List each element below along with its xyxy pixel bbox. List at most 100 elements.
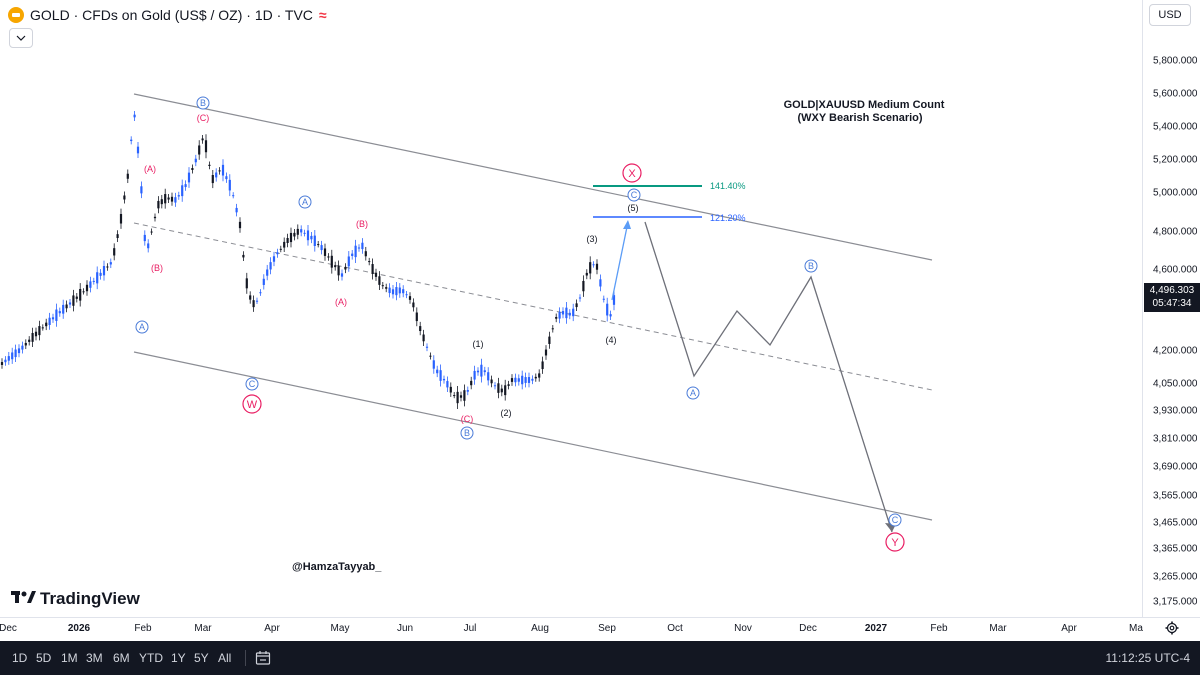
candle-body [72, 295, 75, 306]
wave-label-W: W [247, 399, 258, 411]
candle-body [429, 355, 432, 357]
price-tick: 5,000.000 [1153, 187, 1198, 199]
candle-body [82, 291, 85, 293]
candle-body [320, 245, 323, 251]
candle-body [602, 298, 605, 300]
wave-label-Y-circle[interactable] [885, 532, 905, 552]
period-button-1y[interactable]: 1Y [171, 651, 186, 665]
wave-label-Y: Y [891, 537, 899, 549]
settings-gear-icon[interactable] [1164, 621, 1180, 637]
candle-body [211, 175, 214, 184]
current-price-label[interactable]: 4,496.303 05:47:34 [1144, 283, 1200, 312]
wave-label-A3-circle[interactable] [686, 386, 700, 400]
period-button-1m[interactable]: 1M [61, 651, 78, 665]
candle-body [191, 168, 194, 170]
wave-label-5: (5) [628, 203, 639, 213]
period-button-1d[interactable]: 1D [12, 651, 28, 665]
candle-body [595, 263, 599, 270]
symbol-title[interactable]: GOLD · CFDs on Gold (US$ / OZ) · 1D · TV… [30, 7, 313, 23]
wave-label-B-circle[interactable] [196, 96, 210, 110]
period-button-5y[interactable]: 5Y [194, 651, 209, 665]
candle-body [361, 242, 364, 250]
candle-body [75, 296, 78, 299]
candle-body [395, 287, 398, 296]
candle-body [415, 312, 418, 322]
collapse-legend-button[interactable] [9, 28, 33, 48]
candle-body [371, 264, 374, 275]
candle-body [300, 229, 303, 233]
candle-body [259, 292, 262, 294]
wave-indicator-icon[interactable]: ≈ [318, 7, 327, 23]
symbol-header[interactable]: GOLD · CFDs on Gold (US$ / OZ) · 1D · TV… [8, 6, 327, 24]
candle-body [79, 288, 82, 301]
calendar-range-icon[interactable] [255, 650, 271, 666]
chart-canvas[interactable]: 141.40% 121.20% A B C (A) (B) (C) A (B) … [0, 0, 1142, 617]
wave-label-C-circle[interactable] [245, 377, 259, 391]
wave-label-A-circle[interactable] [135, 320, 149, 334]
candle-body [507, 384, 510, 386]
wave-label-B: B [200, 98, 206, 108]
candle-body [606, 303, 609, 316]
wave-label-W-circle[interactable] [242, 394, 262, 414]
candle-body [48, 317, 51, 325]
projection-path[interactable] [644, 221, 893, 533]
wave-label-A: A [139, 322, 145, 332]
candle-body [378, 276, 381, 285]
wave-label-A2-circle[interactable] [298, 195, 312, 209]
period-button-3m[interactable]: 3M [86, 651, 103, 665]
candle-body [14, 349, 17, 358]
channel-lower-line[interactable] [133, 351, 933, 521]
wave-label-A2: A [302, 197, 308, 207]
candle-body [327, 256, 330, 258]
candle-body [442, 378, 446, 381]
period-button-5d[interactable]: 5D [36, 651, 52, 665]
candle-body [194, 158, 197, 163]
candle-body [466, 389, 469, 392]
annotation-title[interactable]: GOLD|XAUUSD Medium Count [784, 99, 945, 111]
fib-141-label: 141.40% [710, 181, 746, 191]
channel-upper-line[interactable] [133, 93, 933, 261]
candle-body [204, 140, 208, 153]
currency-button[interactable]: USD [1149, 4, 1191, 26]
clock-timezone[interactable]: 11:12:25 UTC-4 [1105, 651, 1191, 665]
candle-body [340, 273, 344, 277]
price-tick: 3,690.000 [1153, 461, 1198, 473]
candle-body [232, 195, 235, 197]
candle-body [177, 195, 180, 197]
wave-label-C2-circle[interactable] [627, 188, 641, 202]
wave-label-X-circle[interactable] [622, 163, 642, 183]
candle-body [561, 311, 565, 315]
candle-body [514, 377, 517, 383]
candle-body [334, 265, 337, 268]
candle-body [89, 281, 92, 288]
chart-pane[interactable]: 141.40% 121.20% A B C (A) (B) (C) A (B) … [0, 0, 1142, 617]
period-button-ytd[interactable]: YTD [139, 651, 163, 665]
candle-body [153, 216, 157, 219]
candle-body [255, 300, 259, 302]
price-tick: 3,365.000 [1153, 543, 1198, 555]
candle-body [126, 173, 129, 179]
wave-label-B2-circle[interactable] [460, 426, 474, 440]
price-axis[interactable]: USD 5,800.000 5,600.000 5,400.000 5,200.… [1142, 0, 1200, 617]
wave-label-B3-circle[interactable] [804, 259, 818, 273]
wave5-projection-line[interactable] [611, 221, 629, 301]
period-button-all[interactable]: All [218, 651, 232, 665]
time-axis-label: Dec [0, 623, 17, 634]
candle-body [45, 322, 48, 327]
time-axis[interactable]: Dec 2026 Feb Mar Apr May Jun Jul Aug Sep Oct Nov Dec… [0, 617, 1200, 642]
candle-body [266, 269, 269, 276]
watermark-handle[interactable]: @HamzaTayyab_ [292, 561, 382, 573]
candle-body [544, 349, 548, 356]
wave-label-X: X [628, 168, 636, 180]
toolbar-divider [245, 650, 246, 666]
wave-label-C3-circle[interactable] [888, 513, 902, 527]
channel-mid-line[interactable] [133, 222, 933, 391]
tradingview-logo: TradingView [11, 589, 141, 608]
candle-body [143, 234, 146, 242]
time-axis-label: Jun [396, 623, 414, 634]
candle-body [147, 243, 150, 249]
candle-body [470, 380, 473, 386]
period-button-6m[interactable]: 6M [113, 651, 130, 665]
annotation-subtitle[interactable]: (WXY Bearish Scenario) [797, 112, 922, 124]
candle-body [198, 145, 201, 155]
